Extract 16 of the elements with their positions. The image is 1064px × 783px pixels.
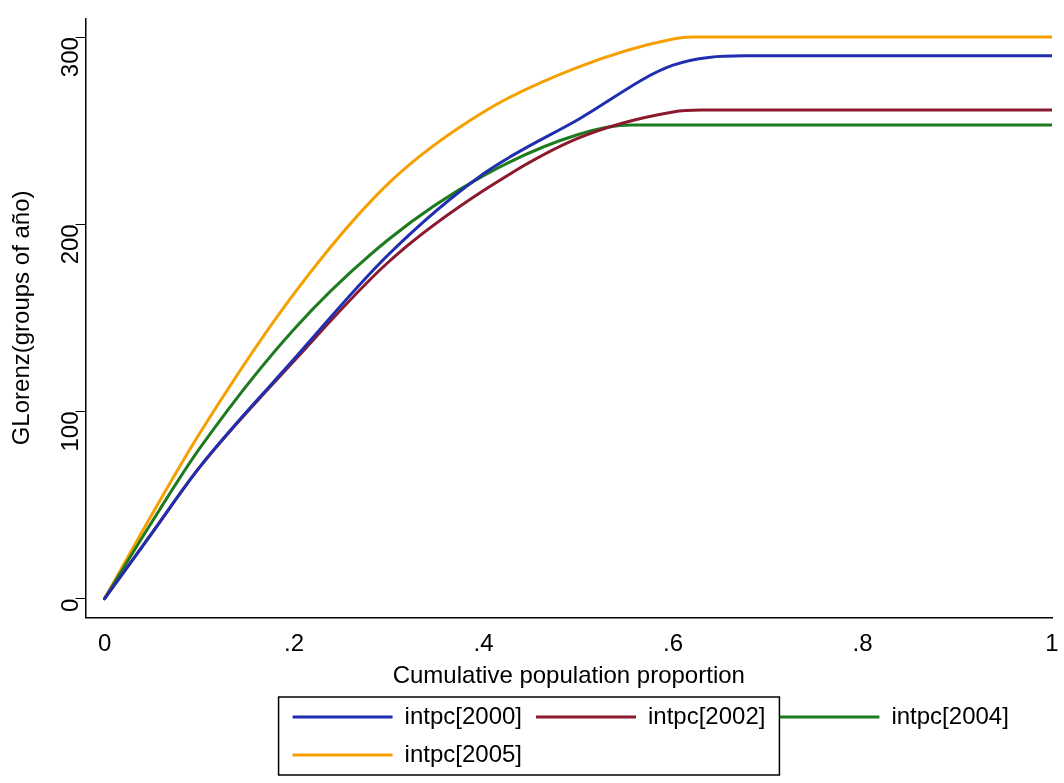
x-tick-label: 1	[1045, 629, 1059, 657]
x-axis-title: Cumulative population proportion	[392, 661, 745, 689]
y-tick-label: 100	[56, 411, 84, 452]
legend-label: intpc[2002]	[648, 701, 766, 729]
x-tick-label: .4	[473, 629, 494, 657]
x-tick-label: .6	[663, 629, 684, 657]
y-axis-title: GLorenz(groups of año)	[7, 190, 35, 446]
legend-label: intpc[2000]	[404, 701, 522, 729]
y-tick-label: 0	[56, 598, 84, 613]
legend-label: intpc[2005]	[404, 739, 522, 767]
x-tick-label: .2	[284, 629, 305, 657]
legend-label: intpc[2004]	[891, 701, 1009, 729]
x-tick-label: .8	[852, 629, 873, 657]
y-tick-label: 200	[56, 224, 84, 265]
x-tick-label: 0	[97, 629, 112, 657]
y-tick-label: 300	[56, 37, 84, 78]
